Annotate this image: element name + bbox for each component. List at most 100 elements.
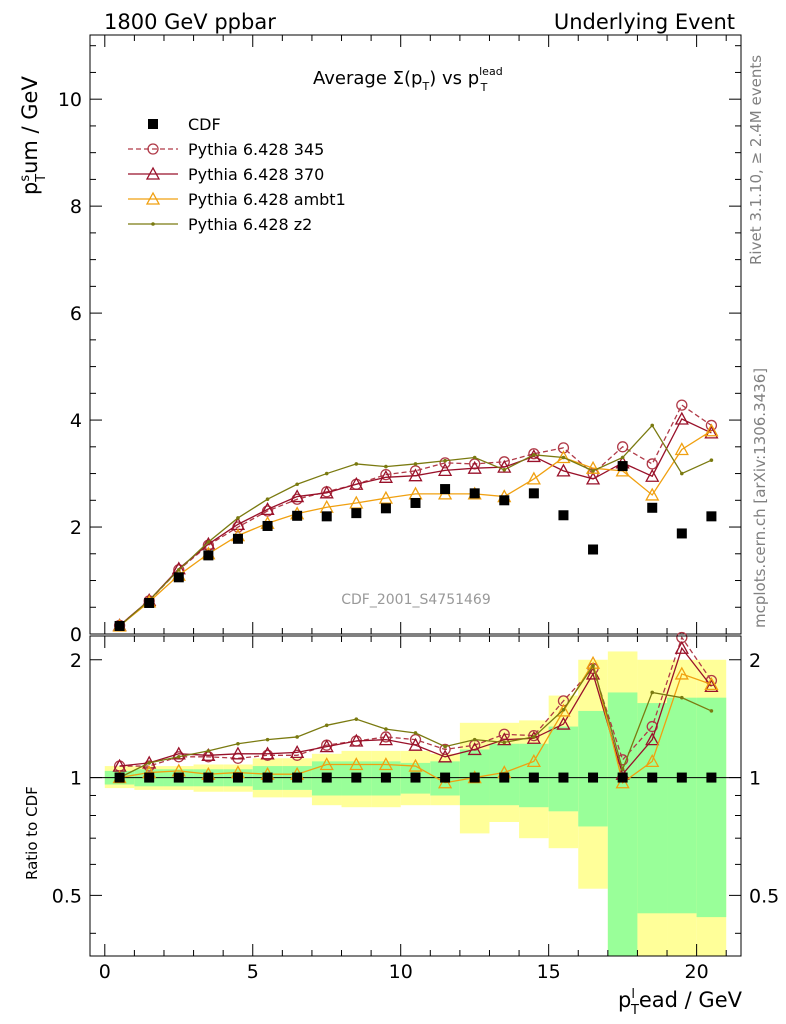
- ratio-point: [443, 744, 447, 749]
- data-point: [292, 510, 303, 521]
- uncertainty-band-inner: [696, 697, 727, 918]
- data-point: [437, 462, 453, 476]
- ratio-point: [561, 707, 566, 712]
- data-point: [499, 495, 510, 506]
- ratio-point-cdf: [647, 772, 658, 783]
- ratio-point: [147, 761, 151, 765]
- data-point: [262, 520, 273, 531]
- y-tick-label: 6: [70, 303, 82, 325]
- legend-marker: [148, 119, 158, 129]
- data-point: [232, 533, 243, 544]
- data-point: [349, 476, 364, 490]
- data-point: [440, 484, 451, 495]
- ratio-point-cdf: [440, 772, 451, 783]
- ratio-point: [556, 716, 571, 730]
- ratio-point-cdf: [203, 772, 214, 783]
- lower-panel: 0.5 0.51 12 20 5 10 15 20: [52, 631, 779, 983]
- data-point: [410, 497, 421, 508]
- ratio-point: [295, 735, 299, 739]
- main-ylabel: psTum / GeV: [18, 76, 49, 195]
- data-point: [532, 453, 536, 457]
- ratio-point: [349, 733, 364, 747]
- y-tick-label: 0: [70, 624, 82, 646]
- data-point: [528, 488, 539, 499]
- data-point: [472, 455, 477, 460]
- ratio-point: [472, 737, 477, 742]
- ratio-point: [378, 757, 394, 771]
- data-point: [384, 464, 388, 469]
- ratio-point: [616, 754, 629, 766]
- ratio-y-tick-label: 2: [749, 650, 761, 672]
- ratio-point: [380, 731, 392, 743]
- ratio-point: [674, 640, 689, 654]
- uncertainty-band-inner: [578, 710, 608, 827]
- data-point: [349, 495, 364, 509]
- ratio-point: [176, 754, 181, 759]
- ratio-point-cdf: [262, 772, 273, 783]
- legend-label: Pythia 6.428 345: [188, 140, 324, 159]
- ratio-point: [324, 723, 329, 728]
- x-tick-label: 10: [389, 961, 413, 983]
- ratio-point-cdf: [380, 772, 391, 783]
- ratio-point-cdf: [351, 772, 362, 783]
- data-point: [620, 455, 625, 460]
- ratio-y-tick-label: 1: [749, 768, 761, 790]
- ratio-point: [354, 717, 359, 721]
- data-point: [203, 550, 214, 561]
- ratio-point: [556, 703, 571, 717]
- data-point: [676, 528, 687, 539]
- ratio-point: [704, 677, 719, 691]
- ratio-point: [467, 742, 482, 756]
- ratio-point: [261, 749, 274, 761]
- ratio-point: [709, 709, 714, 713]
- ratio-y-tick-label: 2: [70, 650, 82, 672]
- ratio-point: [201, 747, 216, 761]
- data-point: [645, 487, 660, 501]
- ratio-point: [585, 655, 601, 669]
- data-point: [469, 488, 480, 499]
- data-point: [295, 482, 299, 487]
- data-point: [528, 448, 540, 460]
- x-axis-label: pl Tead / GeV: [618, 987, 743, 1018]
- data-point: [351, 508, 362, 519]
- data-point: [380, 503, 391, 514]
- data-point: [236, 516, 240, 520]
- legend-marker: [145, 166, 161, 180]
- data-point: [709, 458, 714, 462]
- ratio-point-cdf: [292, 772, 303, 783]
- data-point: [290, 489, 305, 503]
- ratio-point-cdf: [232, 772, 243, 783]
- data-point: [616, 441, 629, 453]
- ratio-point: [645, 754, 660, 768]
- y-tick-label: 2: [70, 517, 82, 539]
- data-point: [176, 568, 181, 572]
- ratio-point-cdf: [321, 772, 332, 783]
- ratio-point-cdf: [706, 772, 717, 783]
- ratio-line: [119, 661, 712, 784]
- legend-label: Pythia 6.428 ambt1: [188, 190, 346, 209]
- legend-label: CDF: [188, 115, 221, 134]
- header-left: 1800 GeV ppbar: [104, 10, 276, 34]
- data-point: [502, 468, 507, 472]
- ratio-point: [408, 758, 423, 772]
- main-title: Average Σ(pT) vs plead T: [313, 65, 503, 94]
- uncertainty-band-inner: [548, 726, 579, 812]
- data-point: [321, 511, 332, 522]
- y-tick-label: 10: [58, 89, 82, 111]
- x-tick-label: 15: [537, 961, 561, 983]
- legend-marker: [147, 143, 159, 155]
- ratio-point: [526, 754, 541, 768]
- ratio-point: [408, 737, 423, 751]
- data-point: [556, 463, 571, 477]
- y-tick-label: 4: [70, 410, 82, 432]
- ratio-point-cdf: [499, 772, 510, 783]
- ratio-point: [349, 757, 364, 771]
- ratio-y-tick-label: 0.5: [749, 885, 779, 907]
- data-point: [557, 442, 570, 454]
- ratio-point: [206, 749, 211, 753]
- data-point: [173, 572, 184, 583]
- data-point: [676, 399, 688, 411]
- ratio-point: [384, 727, 388, 731]
- ratio-point: [236, 741, 240, 746]
- data-point: [680, 471, 684, 476]
